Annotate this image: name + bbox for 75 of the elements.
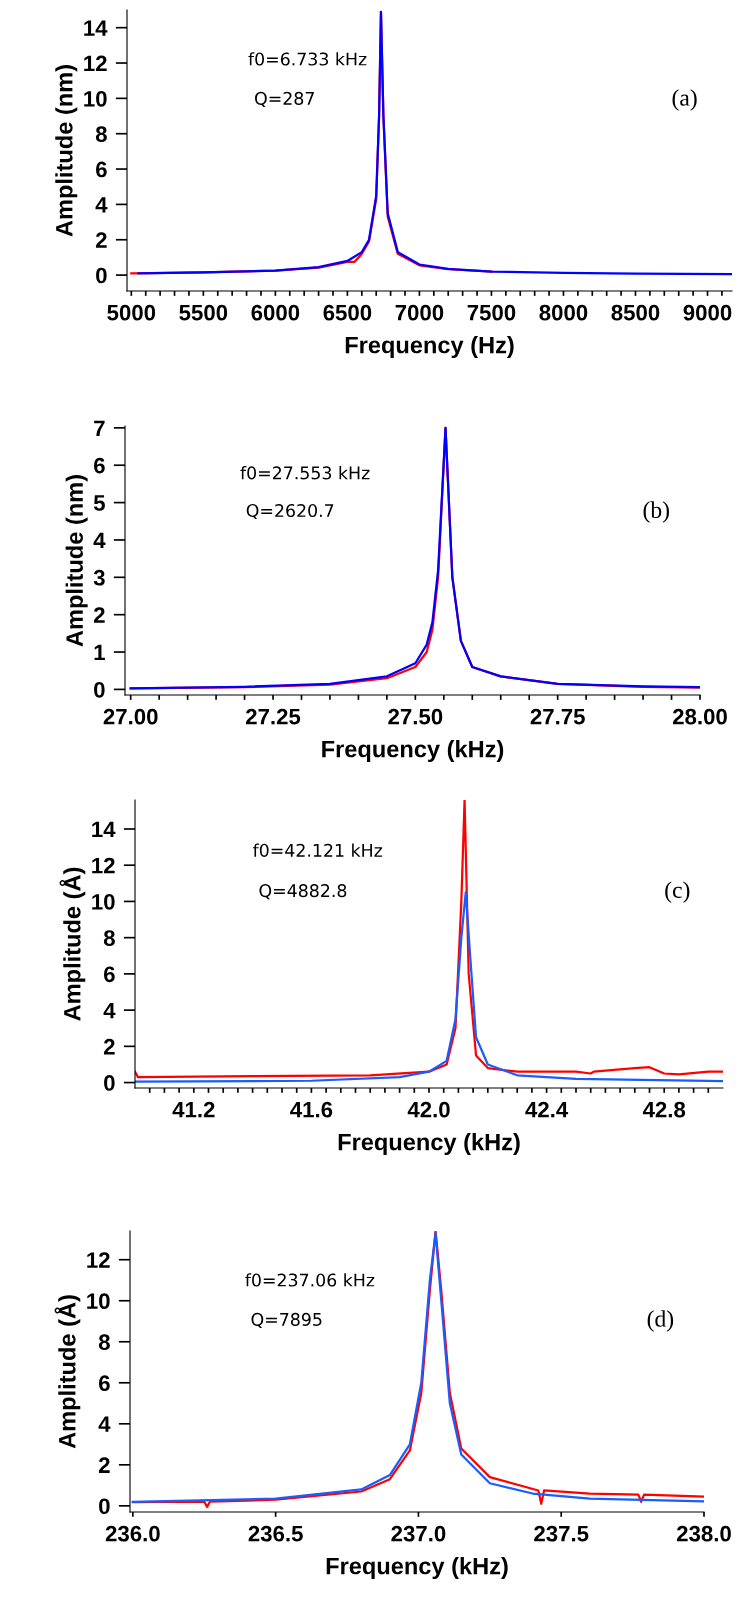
x-tick-label: 7500	[467, 304, 516, 321]
x-tick-label: 42.4	[525, 1101, 569, 1118]
y-tick-label: 1	[94, 644, 105, 661]
y-tick-label: 6	[99, 1375, 110, 1392]
y-tick-label: 4	[95, 197, 108, 213]
y-tick-label: 10	[84, 90, 107, 107]
y-axis-title: Amplitude (nm)	[55, 65, 78, 237]
y-tick-label: 12	[92, 857, 115, 874]
x-tick-label: 27.25	[245, 708, 301, 725]
x-tick-label: 27.50	[388, 708, 443, 725]
y-tick-label: 4	[98, 1416, 111, 1432]
x-tick-label: 27.75	[530, 708, 585, 725]
x-tick-label: 5500	[179, 304, 228, 321]
y-axis-title: Amplitude (Å)	[59, 867, 86, 1021]
y-tick-label: 2	[95, 232, 107, 248]
x-tick-label: 236.0	[105, 1525, 160, 1542]
y-tick-label: 10	[92, 893, 115, 910]
annotation: f0=237.06 kHz	[245, 1273, 375, 1287]
annotation: (c)	[665, 881, 690, 903]
x-tick-label: 238.0	[676, 1525, 731, 1542]
x-axis-title: Frequency (kHz)	[326, 1557, 508, 1580]
x-tick-label: 237.5	[534, 1525, 589, 1542]
x-tick-label: 237.0	[391, 1525, 446, 1542]
annotation: (d)	[647, 1310, 674, 1332]
y-tick-label: 4	[93, 532, 106, 548]
y-tick-label: 6	[104, 966, 115, 983]
y-tick-label: 14	[84, 20, 108, 36]
y-tick-label: 12	[84, 55, 107, 72]
annotation: Q=7895	[251, 1312, 322, 1328]
x-tick-label: 41.6	[290, 1101, 333, 1118]
y-tick-label: 0	[99, 1498, 110, 1515]
y-axis-title: Amplitude (nm)	[65, 475, 88, 647]
y-tick-label: 8	[103, 930, 115, 946]
x-tick-label: 8500	[611, 304, 660, 321]
x-tick-label: 27.00	[103, 708, 158, 725]
y-tick-label: 8	[98, 1334, 110, 1351]
x-tick-label: 6000	[251, 304, 300, 321]
y-tick-label: 10	[87, 1293, 110, 1310]
annotation: (b)	[643, 501, 669, 523]
y-tick-label: 4	[103, 1002, 116, 1019]
y-tick-label: 0	[96, 267, 107, 284]
y-tick-label: 14	[92, 821, 116, 838]
x-axis-title: Frequency (Hz)	[345, 336, 514, 359]
x-tick-label: 7000	[395, 304, 444, 321]
y-tick-label: 7	[94, 420, 105, 436]
y-tick-label: 12	[87, 1252, 110, 1268]
y-tick-label: 0	[104, 1075, 115, 1091]
y-tick-label: 6	[94, 457, 105, 474]
x-axis-title: Frequency (kHz)	[338, 1133, 520, 1156]
x-tick-label: 9000	[683, 304, 732, 321]
x-tick-label: 42.8	[642, 1101, 686, 1118]
x-tick-label: 5000	[107, 304, 156, 321]
x-tick-label: 28.00	[672, 708, 727, 725]
x-tick-label: 41.2	[172, 1101, 215, 1118]
x-tick-label: 8000	[539, 304, 588, 321]
annotation: f0=27.553 kHz	[240, 466, 370, 480]
y-tick-label: 2	[93, 607, 105, 623]
y-tick-label: 2	[103, 1038, 115, 1055]
y-tick-label: 5	[93, 495, 105, 511]
annotation: Q=287	[255, 91, 314, 107]
y-tick-label: 8	[95, 126, 107, 142]
x-tick-label: 6500	[323, 304, 372, 321]
x-tick-label: 236.5	[248, 1525, 303, 1542]
x-axis-title: Frequency (kHz)	[322, 740, 504, 763]
x-tick-label: 42.0	[407, 1101, 450, 1118]
annotation: (a)	[672, 89, 697, 111]
y-axis-title: Amplitude (Å)	[54, 1295, 81, 1449]
y-tick-label: 2	[98, 1457, 110, 1473]
annotation: f0=6.733 kHz	[248, 52, 367, 66]
annotation: f0=42.121 kHz	[253, 843, 383, 857]
y-tick-label: 3	[93, 569, 105, 586]
annotation: Q=4882.8	[259, 884, 347, 900]
y-tick-label: 6	[96, 161, 107, 178]
annotation: Q=2620.7	[246, 503, 334, 520]
y-tick-label: 0	[94, 681, 105, 698]
